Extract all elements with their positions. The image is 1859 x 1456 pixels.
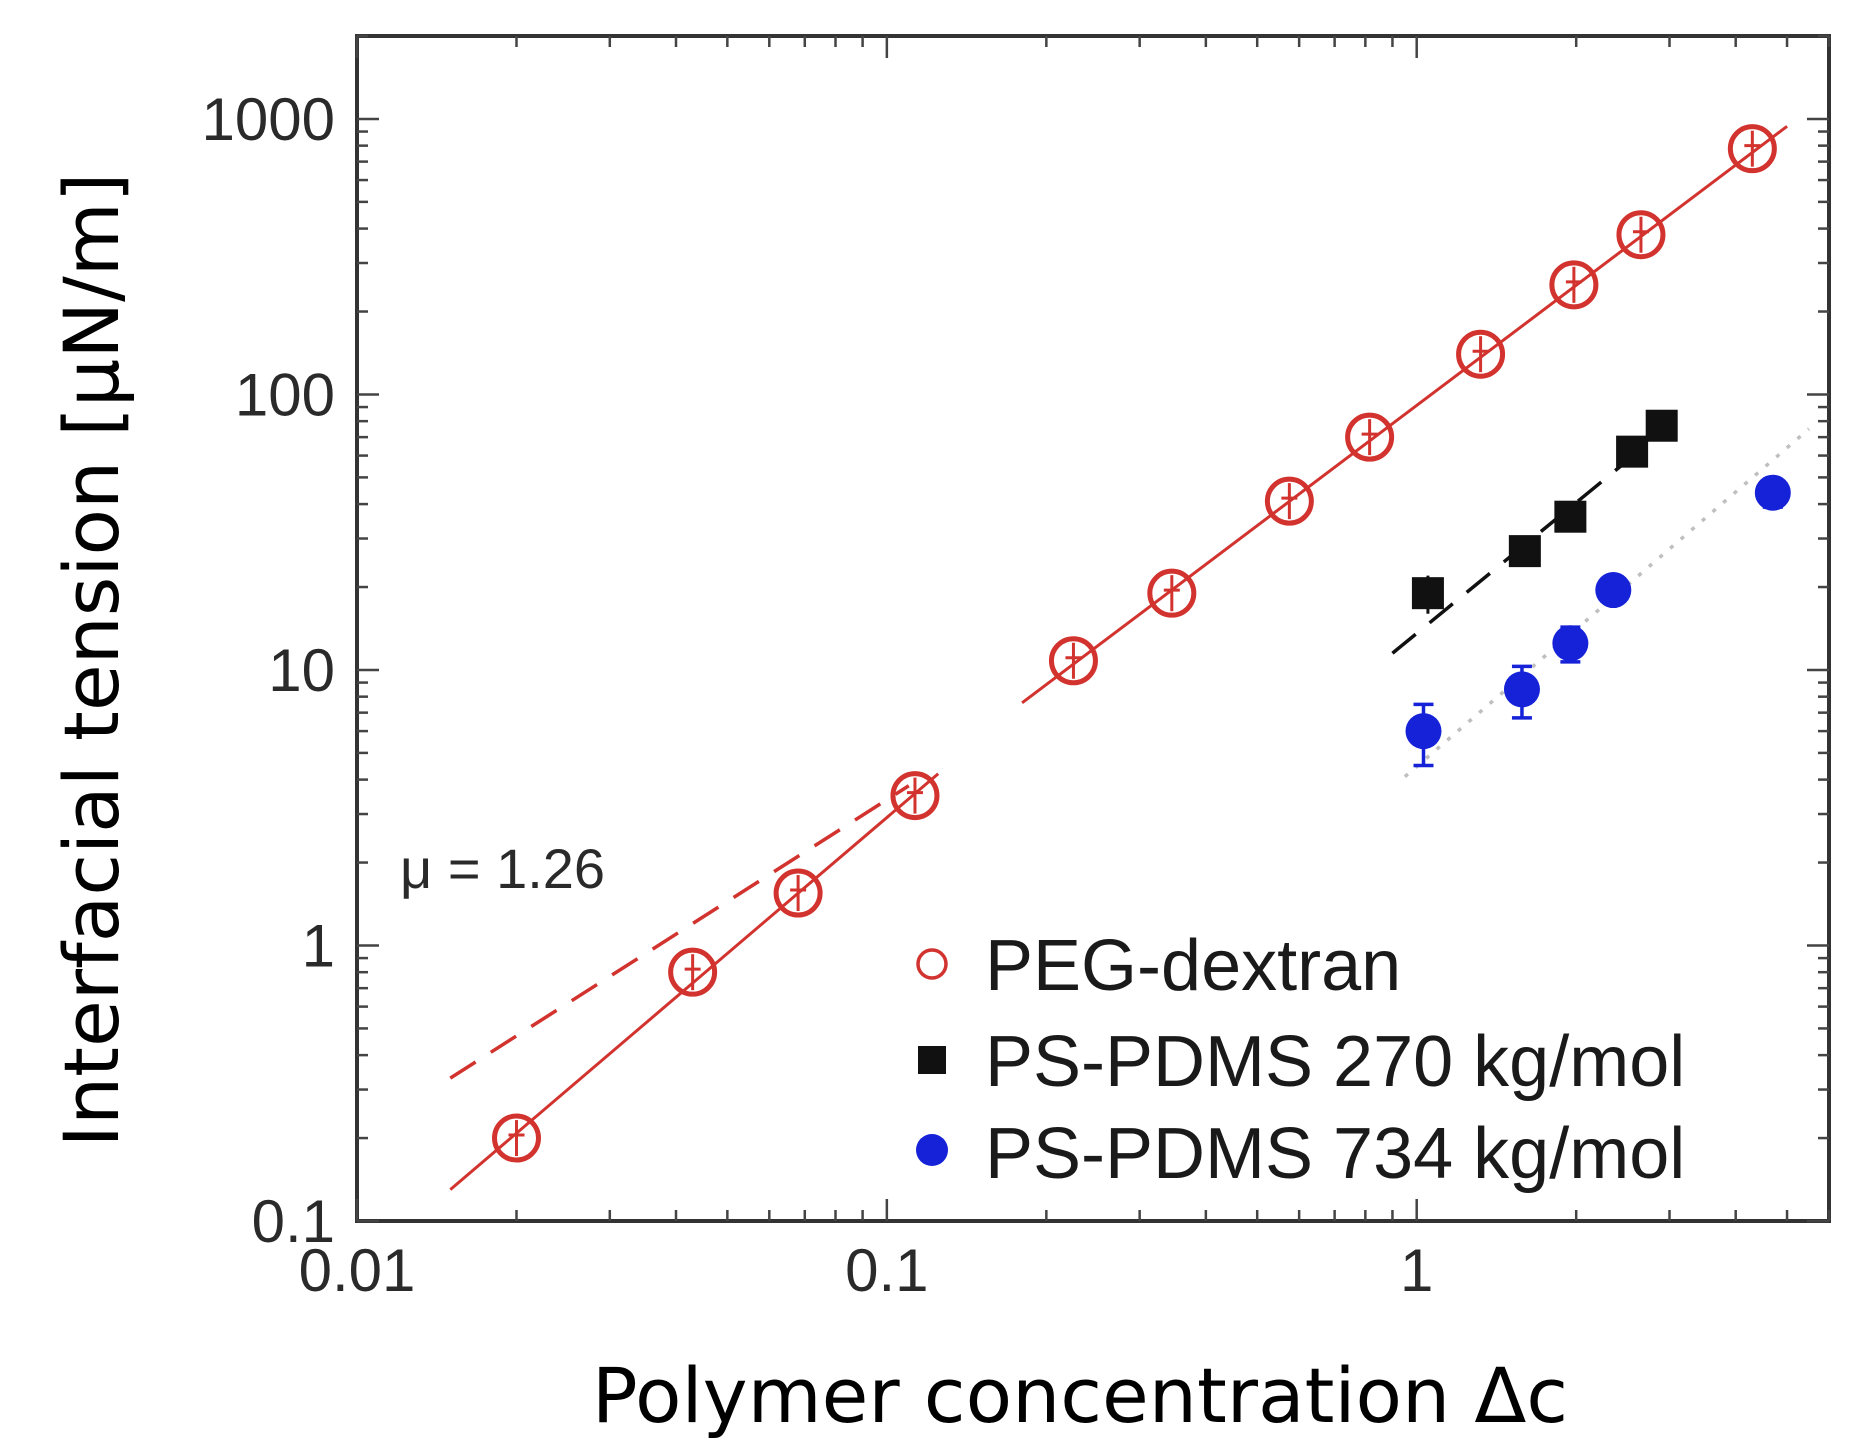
- x-axis-title: Polymer concentration Δc: [592, 1351, 1568, 1440]
- peg-dextran-point: [1264, 476, 1314, 526]
- x-tick-label: 0.1: [845, 1237, 928, 1304]
- peg-dextran-point: [1456, 329, 1506, 379]
- legend-label-ps-pdms-734: PS-PDMS 734 kg/mol: [985, 1114, 1685, 1194]
- legend-label-peg-dextran: PEG-dextran: [985, 926, 1401, 1006]
- y-tick-label: 1: [302, 912, 335, 979]
- x-tick-label: 1: [1400, 1237, 1433, 1304]
- peg-dextran-point: [1147, 568, 1197, 618]
- peg-dextran-point: [1549, 260, 1599, 310]
- ps-pdms-734-point: [1503, 671, 1540, 708]
- plot-frame: [355, 34, 1831, 1223]
- legend-marker-ps-pdms-734: [916, 1134, 948, 1166]
- y-tick-label: 100: [235, 361, 335, 428]
- ps-pdms-270-point: [1616, 435, 1649, 468]
- legend: PEG-dextran PS-PDMS 270 kg/mol PS-PDMS 7…: [916, 926, 1685, 1194]
- data-points-group: [492, 124, 1791, 1163]
- ps-pdms-270-point: [1554, 500, 1587, 533]
- ps-pdms-734-point: [1405, 713, 1442, 750]
- ps-pdms-270-point: [1508, 535, 1541, 568]
- peg-dextran-point: [668, 947, 718, 997]
- y-tick-label: 1000: [202, 86, 335, 153]
- peg-dextran-point: [890, 771, 940, 821]
- fit-line: [449, 784, 910, 1080]
- x-tick-label: 0.01: [299, 1237, 416, 1304]
- y-axis-title: Interfacial tension [μN/m]: [47, 173, 136, 1148]
- ps-pdms-270-point: [1411, 577, 1444, 610]
- y-tick-label: 0.1: [252, 1188, 335, 1255]
- ps-pdms-734-point: [1754, 474, 1791, 511]
- ps-pdms-734-point: [1552, 625, 1589, 662]
- peg-dextran-point: [1048, 636, 1098, 686]
- peg-dextran-point: [1345, 412, 1395, 462]
- ps-pdms-734-point: [1595, 572, 1632, 609]
- peg-dextran-point: [492, 1113, 542, 1163]
- plot-frame-group: [355, 34, 1831, 1223]
- ps-pdms-270-point: [1645, 409, 1678, 442]
- peg-dextran-point: [1727, 124, 1777, 174]
- peg-dextran-point: [773, 868, 823, 918]
- y-tick-label: 10: [268, 637, 335, 704]
- legend-marker-peg-dextran: [916, 948, 948, 980]
- legend-label-ps-pdms-270: PS-PDMS 270 kg/mol: [985, 1022, 1685, 1102]
- peg-dextran-point: [1616, 210, 1666, 260]
- legend-marker-ps-pdms-270: [918, 1046, 946, 1074]
- slope-annotation: μ = 1.26: [400, 837, 605, 900]
